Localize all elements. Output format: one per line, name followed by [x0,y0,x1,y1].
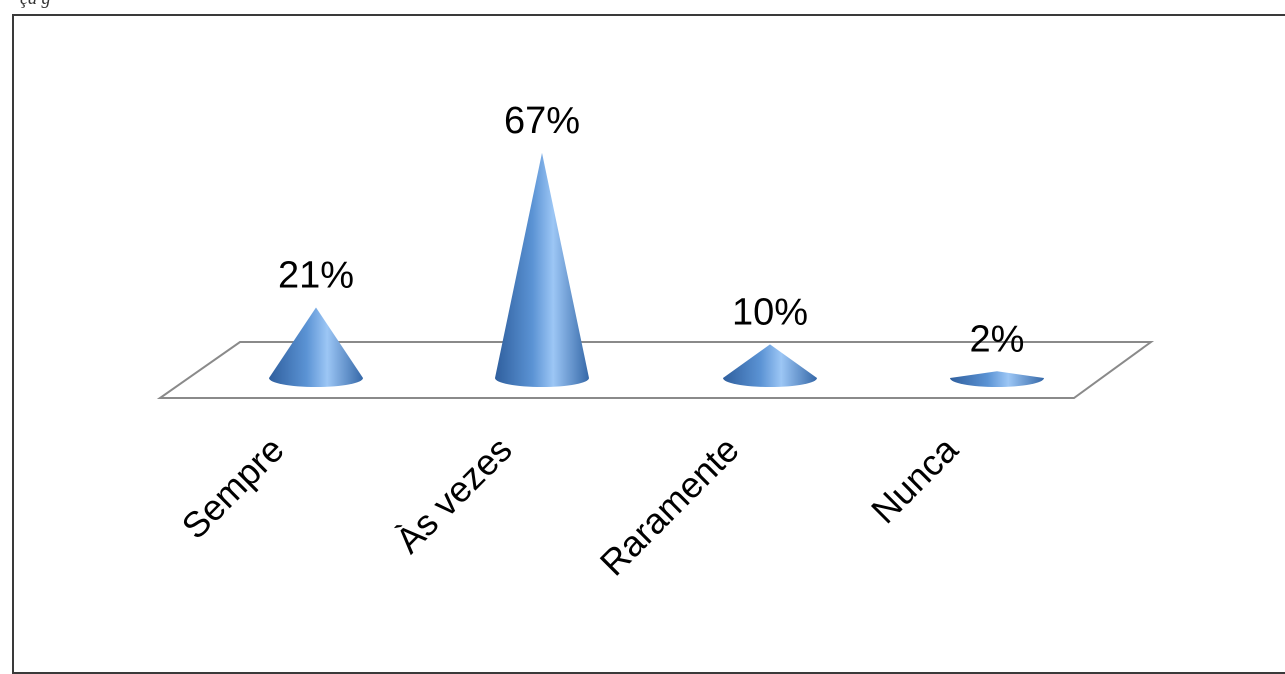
cone-body-1 [269,307,363,387]
cone-body-2 [495,152,589,387]
chart-floor [156,341,1155,399]
data-label-4: 2% [970,318,1025,360]
category-label-1: Sempre [174,429,292,547]
data-label-2: 67% [504,100,580,142]
cone-chart: 21% Sempre 67% Às vezes 10% Raramente 2% Nunca [156,100,1155,584]
cone-4 [950,371,1044,387]
data-label-1: 21% [278,254,354,296]
cone-body-3 [723,344,817,387]
cone-1 [269,307,363,387]
cone-2 [495,152,589,387]
category-label-3: Raramente [592,429,747,584]
figure-caption-fragment: çã g [20,0,51,9]
category-label-2: Às vezes [387,429,519,561]
data-label-3: 10% [732,291,808,333]
cone-body-4 [950,371,1044,387]
category-label-4: Nunca [863,428,966,531]
cone-3 [723,344,817,387]
chart-frame: 21% Sempre 67% Às vezes 10% Raramente 2% Nunca [12,14,1285,674]
